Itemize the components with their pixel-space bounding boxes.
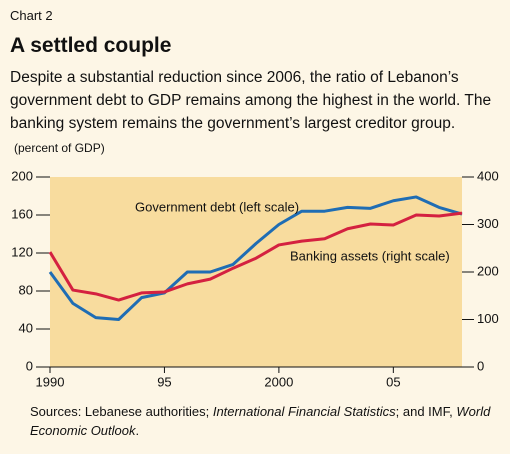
- y2-tick-label: 100: [477, 311, 499, 326]
- y2-tick-label: 200: [477, 263, 499, 278]
- series-line: [48, 211, 463, 302]
- plot-area: [50, 177, 462, 367]
- series-line: [48, 195, 463, 321]
- x-tick-label: 05: [386, 374, 400, 389]
- source: Sources: Lebanese authorities; Internati…: [30, 402, 500, 440]
- series-label: Banking assets (right scale): [290, 248, 450, 263]
- source-part: World Economic Outlook: [30, 404, 491, 438]
- y-tick-label: 160: [11, 206, 33, 221]
- y2-tick-label: 0: [477, 358, 484, 373]
- y-tick-label: 40: [19, 320, 33, 335]
- axis-label: (percent of GDP): [14, 141, 105, 155]
- y2-tick-label: 300: [477, 216, 499, 231]
- source-part: Sources: Lebanese authorities;: [30, 404, 213, 419]
- series-label: Government debt (left scale): [135, 199, 299, 214]
- x-tick-label: 95: [157, 374, 171, 389]
- subtitle: Despite a substantial reduction since 20…: [10, 69, 492, 132]
- source-part: International Financial Statistics: [212, 404, 396, 419]
- y-tick-label: 80: [19, 282, 33, 297]
- chart-title: A settled couple: [10, 34, 172, 57]
- y-tick-label: 0: [26, 358, 33, 373]
- kicker: Chart 2: [10, 8, 53, 23]
- y-tick-label: 120: [11, 244, 33, 259]
- y2-tick-label: 400: [477, 168, 499, 183]
- y-tick-label: 200: [11, 168, 33, 183]
- x-tick-label: 1990: [36, 374, 65, 389]
- x-tick-label: 2000: [264, 374, 293, 389]
- source-part: .: [135, 423, 140, 438]
- source-part: ; and IMF,: [395, 404, 457, 419]
